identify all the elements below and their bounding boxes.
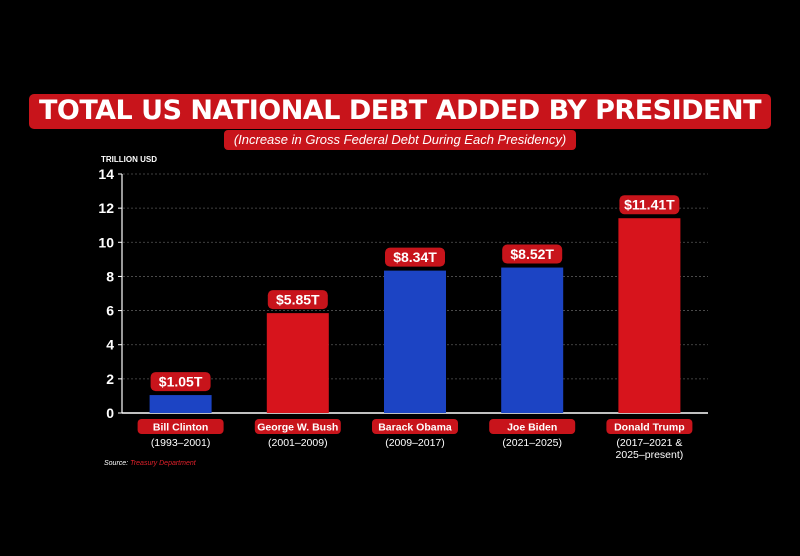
source-note: Source: Treasury Department bbox=[104, 460, 196, 467]
bar bbox=[618, 218, 681, 413]
x-tick-label: Barack Obama bbox=[378, 422, 452, 434]
term-label: (1993–2001) bbox=[151, 437, 211, 449]
source-value: Treasury Department bbox=[130, 460, 196, 467]
term-label: (2021–2025) bbox=[502, 437, 562, 449]
value-label: $11.41T bbox=[624, 197, 675, 213]
value-label-bg bbox=[385, 247, 445, 267]
y-tick-label: 8 bbox=[106, 268, 114, 284]
value-label-bg bbox=[150, 372, 211, 392]
source-label: Source: bbox=[104, 460, 129, 467]
bar bbox=[501, 267, 564, 413]
value-label: $1.05T bbox=[159, 374, 203, 390]
y-tick-label: 10 bbox=[98, 234, 114, 250]
x-tick-label: George W. Bush bbox=[257, 422, 338, 434]
x-tick-label-bg bbox=[254, 419, 341, 434]
y-axis-label: TRILLION USD bbox=[101, 155, 157, 164]
y-tick-label: 4 bbox=[106, 337, 114, 353]
chart-subtitle: (Increase in Gross Federal Debt During E… bbox=[223, 130, 577, 150]
x-tick-label-bg bbox=[489, 419, 576, 434]
chart-title: TOTAL US NATIONAL DEBT ADDED BY PRESIDEN… bbox=[28, 94, 772, 129]
x-tick-label: Bill Clinton bbox=[153, 422, 208, 434]
bar bbox=[266, 313, 329, 413]
x-tick-label: Joe Biden bbox=[507, 422, 557, 434]
x-tick-label-bg bbox=[372, 419, 458, 434]
x-tick-label-bg bbox=[606, 419, 693, 434]
y-tick-label: 14 bbox=[98, 166, 114, 182]
bar bbox=[149, 395, 212, 413]
y-tick-label: 6 bbox=[106, 303, 114, 319]
term-label: (2009–2017) bbox=[385, 437, 445, 449]
x-tick-label: Donald Trump bbox=[614, 422, 685, 434]
bar bbox=[384, 270, 446, 413]
y-tick-label: 12 bbox=[98, 200, 114, 216]
term-label: 2025–present) bbox=[616, 449, 684, 461]
value-label: $8.52T bbox=[510, 246, 554, 262]
value-label-bg bbox=[502, 244, 563, 264]
term-label: (2017–2021 & bbox=[616, 437, 682, 449]
value-label-bg bbox=[619, 195, 680, 215]
y-tick-label: 2 bbox=[106, 371, 114, 387]
x-tick-label-bg bbox=[137, 419, 224, 434]
value-label: $8.34T bbox=[393, 249, 437, 265]
value-label-bg bbox=[267, 290, 328, 310]
value-label: $5.85T bbox=[276, 292, 320, 308]
y-tick-label: 0 bbox=[106, 405, 114, 421]
term-label: (2001–2009) bbox=[268, 437, 328, 449]
